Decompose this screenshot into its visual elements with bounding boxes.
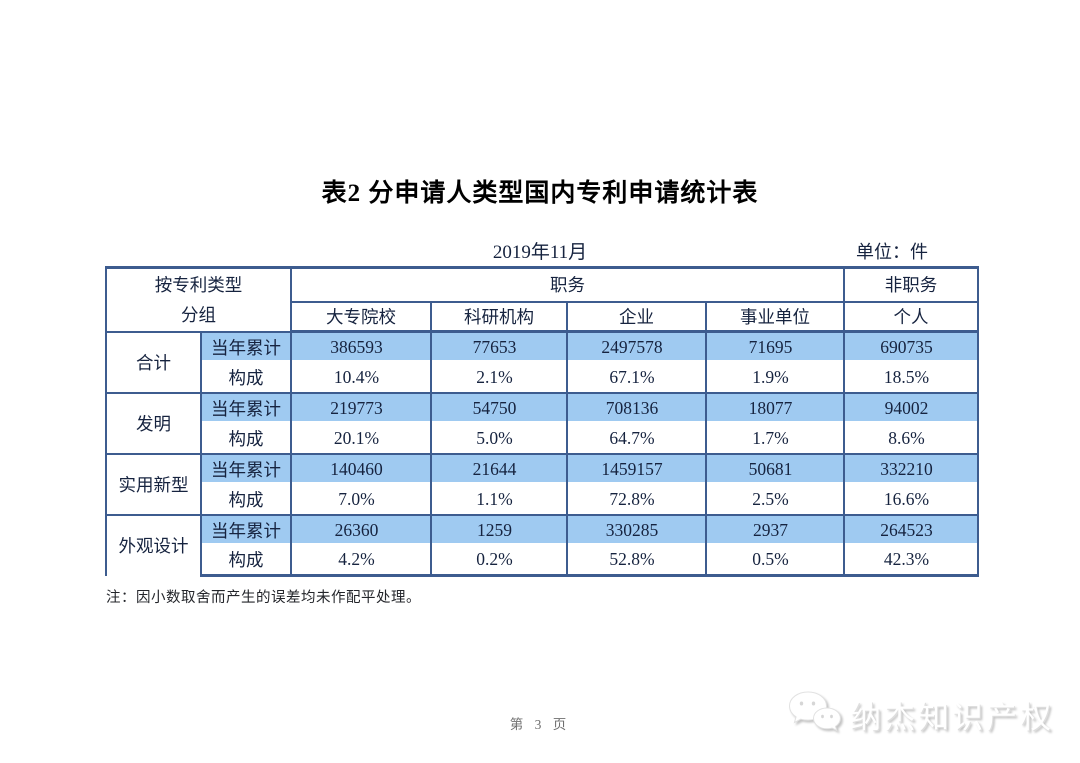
cell-value: 1259: [430, 513, 568, 546]
header-group-cell: 按专利类型 分组: [105, 266, 292, 333]
table-row: 实用新型 当年累计 140460 21644 1459157 50681 332…: [105, 452, 979, 515]
col-header-institutions: 事业单位: [705, 300, 845, 333]
cell-value: 2937: [705, 513, 845, 546]
cell-value: 52.8%: [566, 545, 707, 577]
cell-value: 42.3%: [843, 545, 979, 577]
row-label-composition: 构成: [200, 545, 292, 577]
cell-value: 21644: [430, 452, 568, 485]
row-label-cumulative: 当年累计: [200, 391, 292, 424]
row-label-composition: 构成: [200, 362, 292, 394]
cell-value: 386593: [290, 330, 432, 363]
table-row: 构成 4.2% 0.2% 52.8% 0.5% 42.3%: [106, 545, 979, 577]
cell-value: 8.6%: [843, 423, 979, 455]
cell-value: 54750: [430, 391, 568, 424]
header-duty: 职务: [290, 266, 845, 303]
row-label-cumulative: 当年累计: [200, 513, 292, 546]
header-group-line1: 按专利类型: [154, 274, 243, 295]
cell-value: 264523: [843, 513, 979, 546]
watermark-text: 纳杰知识产权: [850, 700, 1054, 735]
cell-value: 708136: [566, 391, 707, 424]
table-row: 构成 10.4% 2.1% 67.1% 1.9% 18.5%: [106, 362, 979, 394]
page-title: 表2 分申请人类型国内专利申请统计表: [321, 180, 759, 207]
cell-value: 1.9%: [705, 362, 845, 394]
header-group-line2: 分组: [181, 304, 216, 325]
group-name-total: 合计: [105, 330, 202, 393]
patent-statistics-table: 按专利类型 分组 职务 非职务 大专院校 科研机构 企业 事业单位 个人 合计 …: [105, 266, 979, 577]
cell-value: 18077: [705, 391, 845, 424]
row-label-composition: 构成: [200, 484, 292, 516]
cell-value: 1.1%: [430, 484, 568, 516]
header-row-2: 大专院校 科研机构 企业 事业单位 个人: [106, 300, 979, 333]
cell-value: 2.1%: [430, 362, 568, 394]
report-period: 2019年11月: [492, 242, 588, 263]
cell-value: 67.1%: [566, 362, 707, 394]
watermark: 纳杰知识产权: [787, 690, 1054, 739]
row-label-composition: 构成: [200, 423, 292, 455]
col-header-enterprises: 企业: [566, 300, 707, 333]
cell-value: 330285: [566, 513, 707, 546]
page-number: 第 3 页: [509, 717, 571, 732]
cell-value: 332210: [843, 452, 979, 485]
cell-value: 7.0%: [290, 484, 432, 516]
group-name-invention: 发明: [105, 391, 202, 454]
row-label-cumulative: 当年累计: [200, 330, 292, 363]
table-row: 发明 当年累计 219773 54750 708136 18077 94002: [105, 391, 979, 454]
cell-value: 140460: [290, 452, 432, 485]
cell-value: 26360: [290, 513, 432, 546]
cell-value: 2497578: [566, 330, 707, 363]
wechat-icon: [787, 690, 841, 739]
row-label-cumulative: 当年累计: [200, 452, 292, 485]
cell-value: 0.2%: [430, 545, 568, 577]
cell-value: 18.5%: [843, 362, 979, 394]
cell-value: 10.4%: [290, 362, 432, 394]
cell-value: 0.5%: [705, 545, 845, 577]
cell-value: 4.2%: [290, 545, 432, 577]
cell-value: 219773: [290, 391, 432, 424]
table-row: 构成 7.0% 1.1% 72.8% 2.5% 16.6%: [106, 484, 979, 516]
table-row: 外观设计 当年累计 26360 1259 330285 2937 264523: [105, 513, 979, 576]
cell-value: 5.0%: [430, 423, 568, 455]
col-header-universities: 大专院校: [290, 300, 432, 333]
cell-value: 1.7%: [705, 423, 845, 455]
cell-value: 72.8%: [566, 484, 707, 516]
unit-label: 单位：件: [856, 242, 928, 262]
table-row: 构成 20.1% 5.0% 64.7% 1.7% 8.6%: [106, 423, 979, 455]
cell-value: 77653: [430, 330, 568, 363]
cell-value: 1459157: [566, 452, 707, 485]
group-name-utility-model: 实用新型: [105, 452, 202, 515]
header-non-duty: 非职务: [843, 266, 979, 303]
footnote: 注：因小数取舍而产生的误差均未作配平处理。: [106, 590, 421, 606]
cell-value: 16.6%: [843, 484, 979, 516]
cell-value: 71695: [705, 330, 845, 363]
table-row: 合计 当年累计 386593 77653 2497578 71695 69073…: [105, 330, 979, 393]
cell-value: 64.7%: [566, 423, 707, 455]
cell-value: 20.1%: [290, 423, 432, 455]
header-row-1: 按专利类型 分组 职务 非职务: [105, 266, 979, 333]
table-header: 按专利类型 分组 职务 非职务 大专院校 科研机构 企业 事业单位 个人: [105, 266, 979, 333]
cell-value: 50681: [705, 452, 845, 485]
cell-value: 2.5%: [705, 484, 845, 516]
col-header-research: 科研机构: [430, 300, 568, 333]
col-header-individuals: 个人: [843, 300, 979, 333]
cell-value: 94002: [843, 391, 979, 424]
group-name-design: 外观设计: [105, 513, 202, 576]
cell-value: 690735: [843, 330, 979, 363]
